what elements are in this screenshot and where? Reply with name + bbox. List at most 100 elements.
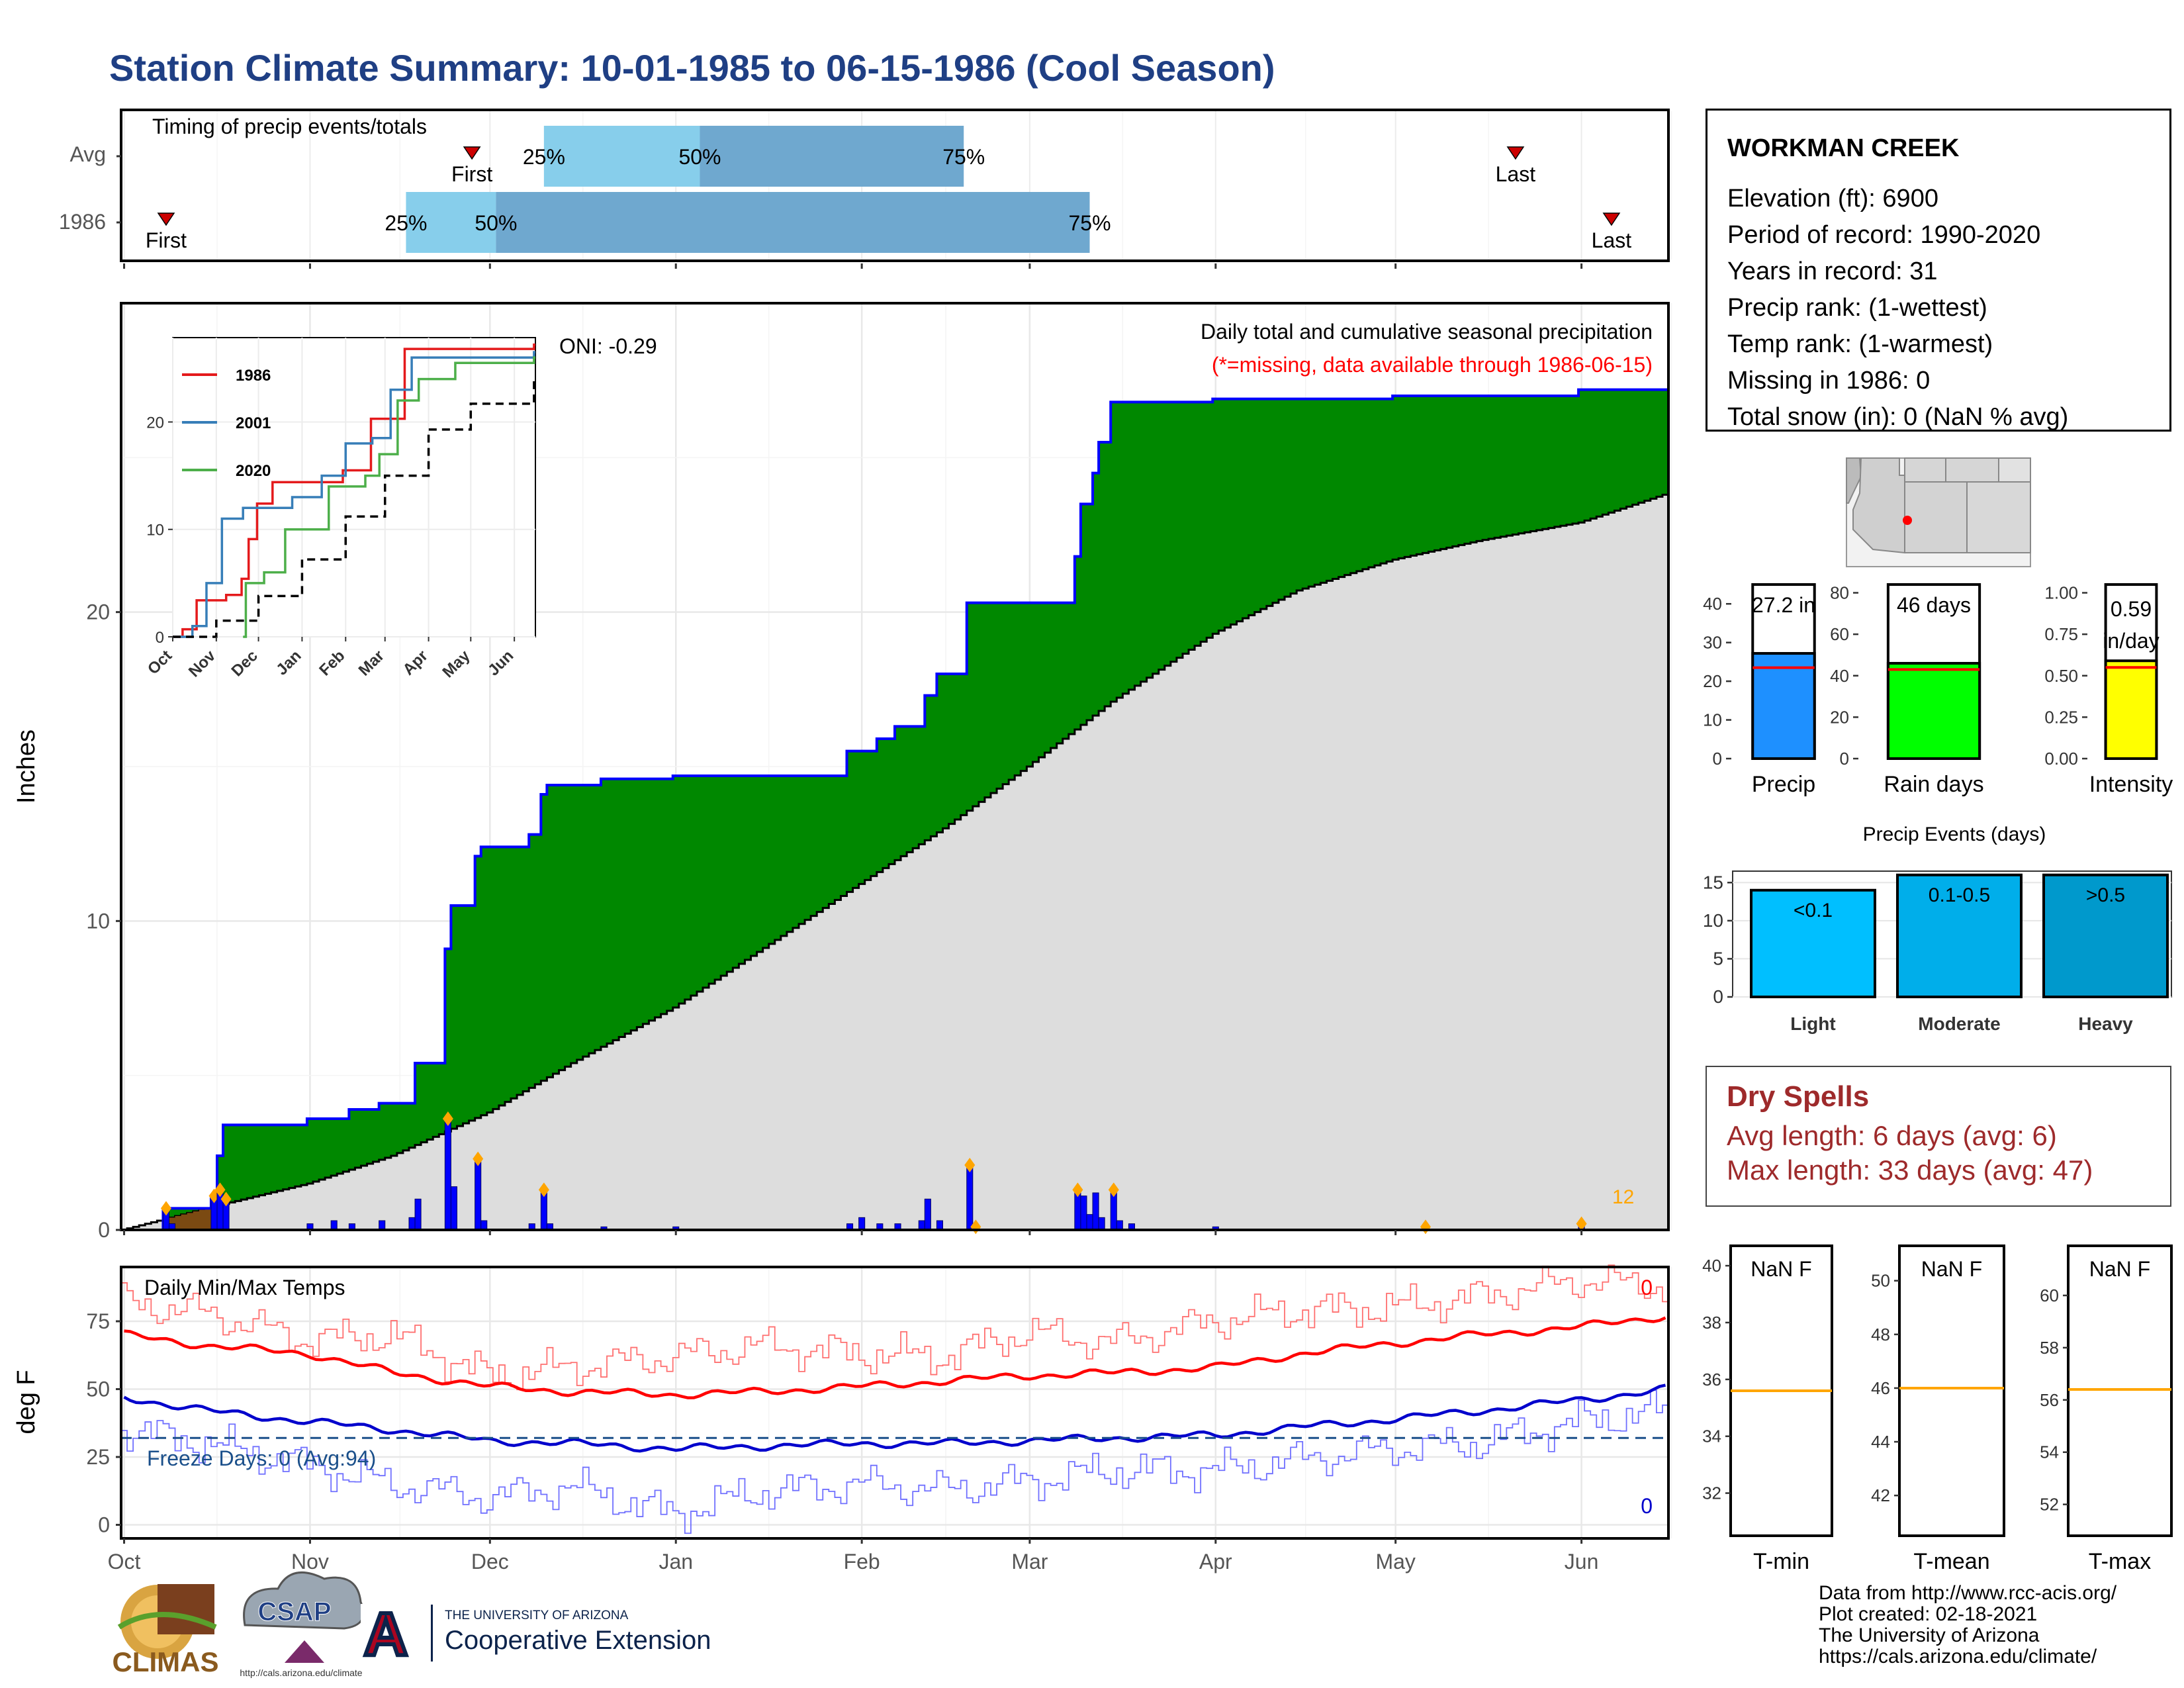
summary-y-tick-label: 0 bbox=[1713, 749, 1722, 769]
heavy-event-marker bbox=[160, 1201, 171, 1216]
summary-y-tick-label: 10 bbox=[1703, 710, 1722, 730]
precip-events-panel: Precip Events (days) 0 5 10 15 <0.1 Light 0.1-0… bbox=[1703, 823, 2172, 1034]
events-category-label: Light bbox=[1790, 1013, 1835, 1034]
events-y-tick-label: 0 bbox=[1713, 986, 1723, 1007]
precip-panel: 0 10 20 Inches Daily total and cumulative … bbox=[13, 302, 1672, 1242]
summary-value-label: 0.59 bbox=[2111, 597, 2152, 621]
dry-spells-avg: Avg length: 6 days (avg: 6) bbox=[1727, 1120, 2057, 1151]
station-years: Years in record: 31 bbox=[1727, 258, 1938, 285]
precip-title: Daily total and cumulative seasonal prec… bbox=[1201, 320, 1653, 344]
daily-precip-bar bbox=[1080, 1196, 1087, 1231]
summary-y-tick-label: 20 bbox=[1830, 707, 1849, 727]
temp-summary-y-tick-label: 36 bbox=[1702, 1370, 1721, 1389]
events-bar-label: >0.5 bbox=[2086, 884, 2125, 906]
temp-summary-y-tick-label: 38 bbox=[1702, 1313, 1721, 1333]
temp-summary-y-tick-label: 56 bbox=[2040, 1390, 2059, 1410]
station-temp-rank: Temp rank: (1-warmest) bbox=[1727, 330, 1993, 358]
inset-series-line bbox=[173, 351, 535, 638]
events-bar bbox=[1896, 873, 2023, 998]
summary-y-tick-label: 40 bbox=[1703, 594, 1722, 614]
month-axis: Oct Nov Dec Jan Feb Mar Apr May Jun bbox=[108, 263, 1599, 1573]
daily-precip-bar bbox=[1116, 1220, 1123, 1231]
daily-precip-bar bbox=[408, 1217, 416, 1231]
summary-bar-panels: 27.2 in 0 10 20 30 40 Precip 46 days 0 20 40 60 80 Ra… bbox=[1703, 583, 2173, 797]
inset-legend: 1986 2001 2020 bbox=[182, 367, 271, 480]
summary-y-tick-label: 1.00 bbox=[2044, 583, 2078, 603]
events-y-tick-label: 5 bbox=[1713, 948, 1723, 968]
summary-y-tick-label: 0.25 bbox=[2044, 707, 2078, 727]
temp-summary-category-label: T-mean bbox=[1913, 1549, 1989, 1574]
triangle-down-marker-icon bbox=[1602, 212, 1621, 226]
inset-y-tick-label: 10 bbox=[146, 522, 164, 539]
events-bar bbox=[1750, 888, 1876, 998]
precip-y-axis-label: Inches bbox=[13, 729, 40, 804]
summary-y-tick-label: 20 bbox=[1703, 671, 1722, 691]
station-location-dot bbox=[1903, 516, 1912, 525]
precip-daily-bars bbox=[160, 1111, 1587, 1235]
heavy-event-marker bbox=[964, 1158, 976, 1172]
month-tick-label: Dec bbox=[471, 1550, 509, 1573]
timing-last-label: Last bbox=[1592, 228, 1632, 252]
station-elevation: Elevation (ft): 6900 bbox=[1727, 185, 1938, 212]
daily-precip-bar bbox=[1086, 1214, 1093, 1231]
temp-summary-category-label: T-min bbox=[1753, 1549, 1809, 1574]
events-bar bbox=[2042, 873, 2169, 998]
daily-precip-bar bbox=[1098, 1217, 1105, 1231]
summary-y-tick-label: 0.50 bbox=[2044, 666, 2078, 686]
events-y-tick-label: 10 bbox=[1703, 910, 1723, 931]
heavy-event-marker bbox=[1576, 1216, 1587, 1231]
tmax-average-line bbox=[124, 1316, 1666, 1399]
events-category-label: Moderate bbox=[1918, 1013, 2000, 1034]
daily-precip-bar bbox=[936, 1220, 943, 1231]
temp-panel: 0 25 50 75 deg F Daily Min/Max Temps Freeze… bbox=[13, 1264, 1672, 1540]
month-tick-label: Feb bbox=[844, 1550, 880, 1573]
station-missing: Missing in 1986: 0 bbox=[1727, 367, 1931, 395]
timing-bar-50-75 bbox=[496, 192, 1090, 253]
dry-spells-title: Dry Spells bbox=[1727, 1080, 1870, 1113]
temp-summary-y-tick-label: 44 bbox=[1871, 1432, 1890, 1452]
timing-p25-label: 25% bbox=[385, 211, 427, 235]
timing-first-label: First bbox=[451, 162, 492, 186]
university-of-arizona-logo-icon: A THE UNIVERSITY OF ARIZONA Cooperative … bbox=[361, 1599, 711, 1670]
month-tick-label: Jun bbox=[1565, 1550, 1599, 1573]
summary-value-label: 27.2 in bbox=[1752, 593, 1815, 617]
events-category-label: Heavy bbox=[2078, 1013, 2133, 1034]
events-bar-label: 0.1-0.5 bbox=[1929, 884, 1990, 906]
timing-labels: First Last 25% 50% 75% First Last 25% 50% 75% bbox=[146, 145, 1631, 252]
station-total-snow: Total snow (in): 0 (NaN % avg) bbox=[1727, 403, 2069, 431]
station-precip-rank: Precip rank: (1-wettest) bbox=[1727, 294, 1987, 322]
temp-summary-y-tick-label: 46 bbox=[1871, 1378, 1890, 1398]
temp-lines bbox=[121, 1264, 1668, 1534]
temp-bottom-count: 0 bbox=[1641, 1494, 1653, 1518]
summary-category-label: Intensity bbox=[2089, 772, 2173, 797]
daily-precip-bar bbox=[475, 1158, 482, 1231]
daily-precip-bar bbox=[924, 1198, 931, 1231]
temp-summary-value-label: NaN F bbox=[2089, 1257, 2150, 1281]
dry-spells-max: Max length: 33 days (avg: 47) bbox=[1727, 1154, 2093, 1186]
timing-bar-25-50 bbox=[406, 192, 496, 253]
precip-y-tick-label: 20 bbox=[86, 600, 110, 624]
inset-series-line bbox=[243, 356, 535, 638]
temp-summary-category-label: T-max bbox=[2089, 1549, 2151, 1574]
events-title: Precip Events (days) bbox=[1863, 823, 2046, 845]
temp-y-tick-label: 0 bbox=[98, 1513, 110, 1537]
month-tick-label: Jan bbox=[659, 1550, 693, 1573]
precip-y-tick-label: 0 bbox=[98, 1218, 110, 1242]
heavy-event-marker bbox=[1108, 1182, 1119, 1197]
temp-y-tick-label: 25 bbox=[86, 1445, 110, 1469]
daily-precip-bar bbox=[858, 1217, 866, 1231]
temp-summary-y-tick-label: 52 bbox=[2040, 1495, 2059, 1515]
inset-legend-label: 2020 bbox=[236, 462, 271, 480]
precip-subtitle: (*=missing, data available through 1986-… bbox=[1212, 353, 1653, 377]
timing-bar-50-75 bbox=[700, 126, 964, 187]
summary-y-tick-label: 80 bbox=[1830, 583, 1849, 603]
daily-precip-bar bbox=[330, 1220, 338, 1231]
precip-below-average-area bbox=[121, 1205, 224, 1230]
station-info-box: WORKMAN CREEK Elevation (ft): 6900 Perio… bbox=[1706, 109, 2171, 432]
summary-y-tick-label: 0 bbox=[1840, 749, 1849, 769]
timing-p75-label: 75% bbox=[1068, 211, 1111, 235]
inset-series-line bbox=[173, 380, 535, 638]
tmin-average-line bbox=[123, 1383, 1666, 1453]
timing-title: Timing of precip events/totals bbox=[152, 115, 427, 138]
